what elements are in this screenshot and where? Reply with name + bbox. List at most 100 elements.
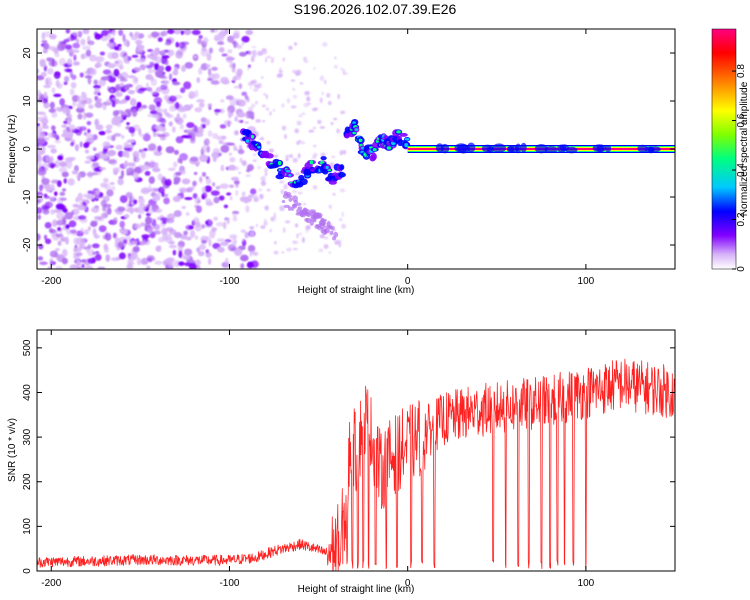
spectrogram-speckle	[268, 148, 274, 153]
spectrogram-speckle	[265, 94, 268, 100]
spectrogram-noise-blob	[209, 229, 216, 238]
spectrogram-noise-blob	[226, 142, 235, 146]
spectrogram-noise-blob	[116, 120, 122, 128]
spectrogram-noise-blob	[175, 171, 182, 176]
carrier-blob	[647, 146, 655, 154]
spectrogram-noise-blob	[161, 220, 167, 225]
spectrogram-y-label: Frequency (Hz)	[7, 115, 18, 184]
spectrogram-noise-blob	[238, 51, 247, 57]
spectrogram-noise-blob	[95, 56, 105, 63]
spectrogram-noise-blob	[73, 54, 77, 62]
spectrogram-noise-blob	[160, 50, 165, 54]
spectrogram-noise-blob	[107, 159, 117, 164]
spectrogram-noise-blob	[128, 126, 136, 134]
spectrogram-speckle	[264, 205, 269, 211]
spectrogram-noise-blob	[124, 213, 130, 219]
spectrogram-noise-blob	[129, 196, 133, 204]
spectrogram-y-tick-label: -20	[22, 237, 33, 252]
spectrogram-noise-blob	[42, 208, 50, 215]
spectrogram-noise-blob	[44, 238, 52, 245]
spectrogram-speckle	[313, 107, 319, 111]
spectrogram-noise-blob	[126, 122, 130, 126]
spectrogram-noise-blob	[94, 101, 103, 109]
spectrogram-noise-blob	[115, 91, 123, 98]
spectrogram-noise-blob	[52, 219, 58, 227]
spectrogram-speckle	[296, 120, 302, 126]
spectrogram-noise-blob	[186, 187, 193, 193]
spectrogram-noise-blob	[134, 40, 144, 44]
spectrogram-noise-blob	[105, 232, 112, 241]
spectrogram-noise-blob	[217, 246, 225, 253]
spectrogram-noise-blob	[110, 257, 120, 262]
spectrogram-speckle	[231, 240, 238, 246]
spectrogram-noise-blob	[71, 49, 80, 54]
spectrogram-noise-blob	[58, 57, 66, 66]
colorbar-label: Normalized spectral amplitude	[739, 81, 750, 216]
spectrogram-trace-core	[277, 160, 282, 166]
spectrogram-speckle	[266, 55, 272, 59]
spectrogram-noise-blob	[42, 114, 48, 120]
spectrogram-noise-blob	[132, 246, 140, 253]
spectrogram-speckle	[330, 121, 334, 126]
spectrogram-noise-blob	[113, 132, 122, 137]
spectrogram-trace-core	[404, 137, 410, 141]
spectrogram-speckle	[326, 92, 331, 98]
spectrogram-speckle	[291, 189, 298, 194]
spectrogram-noise-blob	[94, 62, 103, 68]
spectrogram-noise-blob	[67, 118, 71, 126]
spectrogram-noise-blob	[173, 149, 180, 155]
spectrogram-speckle	[305, 225, 311, 230]
spectrogram-trace-core	[245, 139, 250, 143]
spectrogram-noise-blob	[195, 205, 202, 213]
spectrogram-noise-blob	[102, 104, 107, 110]
spectrogram-speckle	[290, 105, 297, 109]
spectrogram-noise-blob	[101, 212, 108, 219]
spectrogram-speckle	[229, 196, 233, 201]
spectrogram-noise-blob	[147, 68, 154, 74]
spectrogram-x-tick-label: 100	[578, 276, 595, 287]
spectrogram-speckle	[290, 79, 296, 82]
spectrogram-speckle	[295, 69, 302, 76]
snr-y-tick-label: 0	[22, 568, 33, 574]
spectrogram-speckle	[284, 154, 291, 158]
spectrogram-noise-blob	[142, 148, 148, 152]
spectrogram-speckle	[292, 87, 296, 91]
spectrogram-noise-blob	[126, 162, 136, 167]
spectrogram-noise-blob	[192, 180, 197, 187]
carrier-blob	[457, 144, 470, 154]
spectrogram-noise-blob	[198, 67, 203, 75]
spectrogram-noise-blob	[172, 70, 179, 76]
spectrogram-noise-blob	[87, 226, 91, 231]
spectrogram-noise-blob	[180, 87, 186, 94]
spectrogram-speckle	[317, 119, 322, 125]
spectrogram-noise-blob	[241, 91, 248, 96]
spectrogram-noise-blob	[133, 172, 139, 181]
spectrogram-noise-blob	[61, 257, 68, 265]
spectrogram-noise-blob	[123, 239, 128, 245]
spectrogram-trail-blob	[281, 200, 286, 204]
spectrogram-speckle	[339, 188, 346, 193]
spectrogram-noise-blob	[57, 227, 62, 232]
spectrogram-speckle	[285, 157, 289, 162]
spectrogram-speckle	[293, 42, 298, 46]
spectrogram-trail-blob	[283, 204, 290, 208]
spectrogram-noise-blob	[196, 77, 201, 84]
spectrogram-noise-blob	[163, 197, 170, 205]
spectrogram-noise-blob	[180, 30, 185, 35]
spectrogram-speckle	[321, 91, 324, 96]
spectrogram-noise-blob	[118, 29, 124, 36]
spectrogram-speckle	[333, 117, 338, 121]
spectrogram-noise-blob	[99, 167, 106, 171]
spectrogram-noise-blob	[79, 126, 87, 132]
spectrogram-noise-blob	[188, 91, 196, 99]
spectrogram-noise-blob	[140, 188, 148, 194]
spectrogram-noise-blob	[102, 205, 107, 212]
spectrogram-noise-blob	[65, 224, 70, 230]
spectrogram-noise-blob	[76, 102, 86, 109]
spectrogram-noise-blob	[183, 230, 188, 236]
spectrogram-speckle	[281, 251, 285, 254]
spectrogram-noise-blob	[76, 173, 82, 179]
spectrogram-noise-blob	[188, 225, 194, 230]
spectrogram-trail-blob	[320, 227, 324, 234]
